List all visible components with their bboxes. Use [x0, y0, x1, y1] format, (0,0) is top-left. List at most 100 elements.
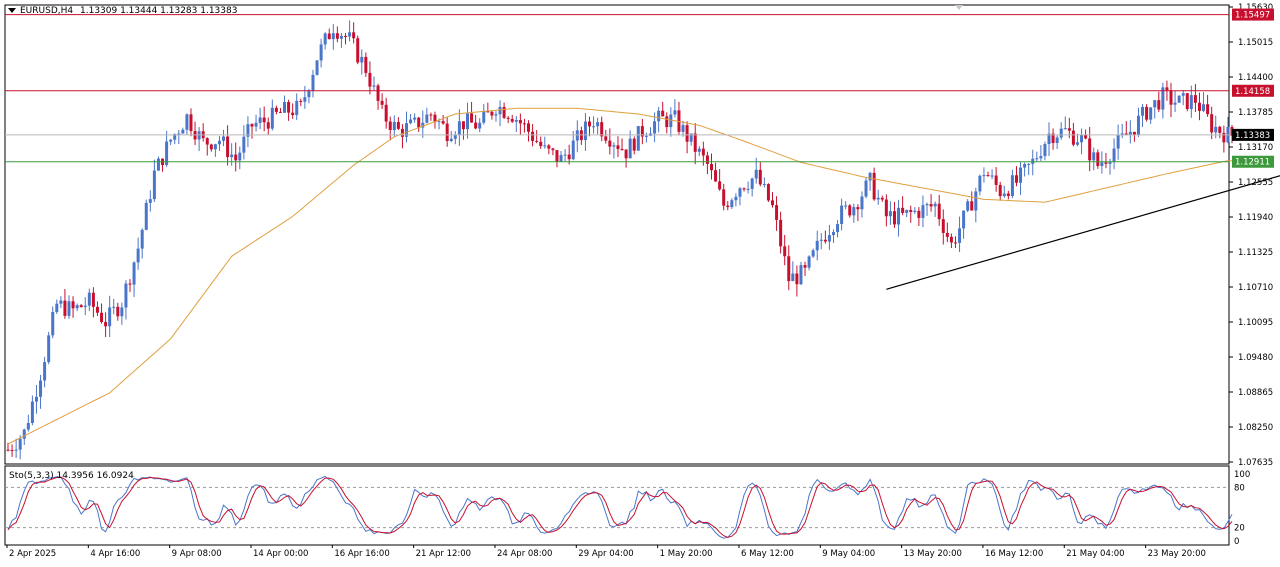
candle-body: [384, 104, 388, 122]
candle-body: [461, 121, 465, 130]
candle-body: [807, 256, 811, 268]
candle-body: [535, 140, 539, 142]
time-tick-label: 23 May 20:00: [1148, 549, 1206, 559]
ohlc-values: 1.13309 1.13444 1.13283 1.13383: [80, 6, 238, 16]
candle-body: [51, 312, 55, 336]
candle-body: [311, 74, 315, 91]
candle-body: [372, 85, 376, 87]
stochastic-level-label: 0: [1234, 537, 1239, 547]
candle-body: [140, 229, 144, 249]
candle-body: [39, 380, 43, 397]
candle-body: [1059, 128, 1063, 138]
candle-body: [953, 242, 957, 244]
candle-body: [291, 112, 295, 116]
candle-body: [1100, 162, 1104, 167]
candle-body: [962, 210, 966, 229]
candle-body: [990, 175, 994, 177]
candle-body: [156, 158, 160, 171]
time-tick-label: 24 Apr 08:00: [497, 549, 552, 559]
candle-body: [925, 204, 929, 206]
current-price-tag: [1232, 128, 1274, 141]
candle-body: [901, 207, 905, 213]
price-tick-label: 1.11940: [1238, 213, 1273, 223]
candle-body: [653, 121, 657, 134]
candle-body: [665, 116, 669, 128]
candle-body: [1112, 148, 1116, 163]
candle-body: [283, 101, 287, 113]
candle-body: [1035, 158, 1039, 160]
price-tick-label: 1.15015: [1238, 38, 1273, 48]
candle-body: [1185, 93, 1189, 110]
candle-body: [348, 32, 352, 37]
candle-body: [880, 197, 884, 200]
candle-body: [506, 117, 510, 119]
candle-body: [43, 362, 47, 381]
candle-body: [238, 152, 242, 161]
price-tick-label: 1.08250: [1238, 423, 1273, 433]
candle-body: [494, 114, 498, 116]
price-tick-label: 1.14400: [1238, 73, 1273, 83]
candle-body: [742, 188, 746, 190]
candle-body: [1088, 138, 1092, 161]
candle-body: [933, 203, 937, 207]
candle-body: [1181, 93, 1185, 96]
candle-body: [396, 121, 400, 129]
candle-body: [762, 184, 766, 186]
price-tick-label: 1.09480: [1238, 353, 1273, 363]
candle-body: [588, 121, 592, 127]
candle-body: [913, 210, 917, 212]
candle-body: [217, 140, 221, 145]
time-tick-label: 2 Apr 2025: [9, 549, 56, 559]
candle-body: [628, 138, 632, 159]
stochastic-panel: [4, 465, 1230, 546]
candle-body: [47, 335, 51, 363]
candle-body: [689, 133, 693, 142]
resistance-lower-price-value: 1.14158: [1235, 87, 1270, 97]
candle-body: [1047, 133, 1051, 145]
candle-body: [1193, 95, 1197, 103]
candle-body: [856, 207, 860, 210]
candle-body: [624, 149, 628, 159]
stochastic-main-line: [7, 475, 1233, 539]
candle-body: [563, 154, 567, 156]
candle-body: [319, 44, 323, 61]
candle-body: [1214, 126, 1218, 133]
candle-body: [673, 110, 677, 115]
candle-body: [1136, 115, 1140, 135]
time-tick-label: 9 Apr 08:00: [172, 549, 222, 559]
candle-body: [490, 111, 494, 116]
candle-body: [949, 236, 953, 243]
candle-body: [970, 201, 974, 211]
support-trendline[interactable]: [886, 134, 1280, 290]
candle-body: [392, 121, 396, 131]
candle-body: [567, 154, 571, 160]
candle-body: [929, 204, 933, 207]
candle-body: [1039, 156, 1043, 159]
candle-body: [79, 305, 83, 308]
candle-body: [124, 283, 128, 308]
candle-body: [295, 100, 299, 116]
price-tick-label: 1.15630: [1238, 3, 1273, 13]
candle-body: [331, 33, 335, 40]
candle-body: [400, 128, 404, 137]
candle-body: [998, 184, 1002, 197]
candle-body: [982, 175, 986, 177]
candle-body: [315, 60, 319, 75]
chart-header: EURUSD,H4 1.13309 1.13444 1.13283 1.1338…: [8, 6, 237, 16]
candle-body: [986, 175, 990, 177]
candle-body: [144, 202, 148, 230]
dropdown-triangle-icon[interactable]: [8, 8, 16, 13]
candle-body: [409, 119, 413, 124]
candle-body: [539, 141, 543, 147]
candle-body: [120, 307, 124, 317]
symbol-label: EURUSD,H4: [20, 6, 74, 16]
candle-body: [608, 140, 612, 147]
candle-body: [1169, 90, 1173, 105]
candle-body: [551, 148, 555, 151]
scroll-marker-icon[interactable]: [955, 5, 963, 10]
candle-body: [213, 144, 217, 150]
price-tick-label: 1.13170: [1238, 143, 1273, 153]
candle-body: [6, 449, 10, 451]
stochastic-label: Sto(5,3,3) 14.3956 16.0924: [9, 471, 134, 481]
